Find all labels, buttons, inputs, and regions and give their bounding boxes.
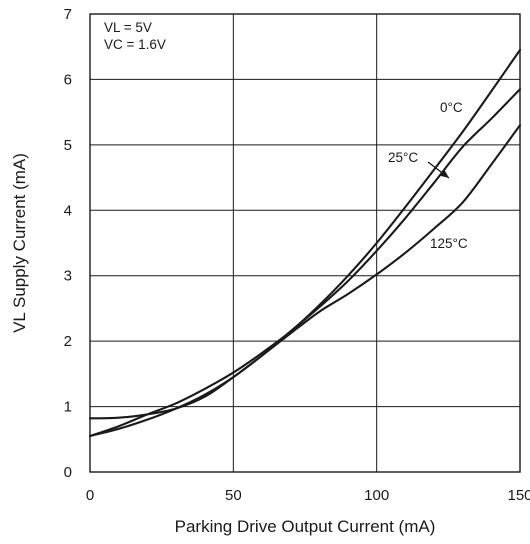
condition-vl: VL = 5V: [104, 20, 152, 35]
curve-labels: 0°C 25°C 125°C: [388, 100, 468, 251]
y-tick-label: 7: [64, 6, 72, 23]
label-25c: 25°C: [388, 150, 418, 165]
x-axis-label: Parking Drive Output Current (mA): [175, 517, 436, 536]
y-tick-label: 5: [64, 137, 72, 154]
label-125c: 125°C: [430, 236, 468, 251]
condition-vc: VC = 1.6V: [104, 37, 166, 52]
y-tick-label: 1: [64, 399, 72, 416]
y-tick-label: 2: [64, 333, 72, 350]
y-tick-label: 0: [64, 464, 72, 481]
y-tick-labels: 0 1 2 3 4 5 6 7: [64, 6, 72, 481]
x-tick-label: 0: [86, 487, 94, 504]
curve-125c: [90, 125, 520, 418]
y-tick-label: 4: [64, 202, 72, 219]
x-tick-label: 50: [225, 487, 242, 504]
x-tick-label: 150: [507, 487, 530, 504]
x-tick-label: 100: [364, 487, 389, 504]
label-0c: 0°C: [440, 100, 463, 115]
y-axis-label: VL Supply Current (mA): [10, 153, 29, 333]
x-tick-labels: 0 50 100 150: [86, 487, 530, 504]
y-tick-label: 3: [64, 268, 72, 285]
y-tick-label: 6: [64, 71, 72, 88]
